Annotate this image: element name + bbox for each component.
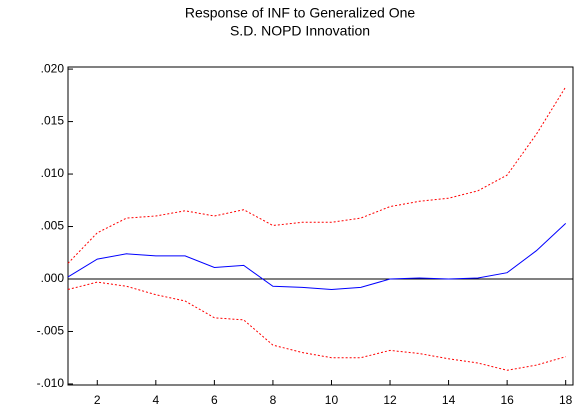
x-tick-label: 16 [500,393,514,407]
x-tick-label: 12 [383,393,397,407]
y-tick-label: .015 [41,114,65,128]
series-line [67,86,567,264]
x-tick-label: 2 [94,393,101,407]
x-tick-label: 10 [325,393,339,407]
x-tick-label: 18 [559,393,573,407]
y-tick-label: .010 [41,166,65,180]
y-tick-label: -.005 [37,324,65,338]
plot-frame [67,66,574,386]
x-tick-label: 4 [152,393,159,407]
chart-title: S.D. NOPD Innovation [230,23,370,39]
y-tick-label: -.010 [37,376,65,390]
series-line [67,281,566,371]
x-tick-label: 6 [211,393,218,407]
x-tick-label: 8 [270,393,277,407]
series-line [67,223,567,291]
y-tick-label: .020 [41,61,65,75]
y-tick-label: .005 [41,219,65,233]
x-tick-label: 14 [442,393,456,407]
chart-title: Response of INF to Generalized One [185,5,416,21]
y-tick-label: .000 [41,271,65,285]
